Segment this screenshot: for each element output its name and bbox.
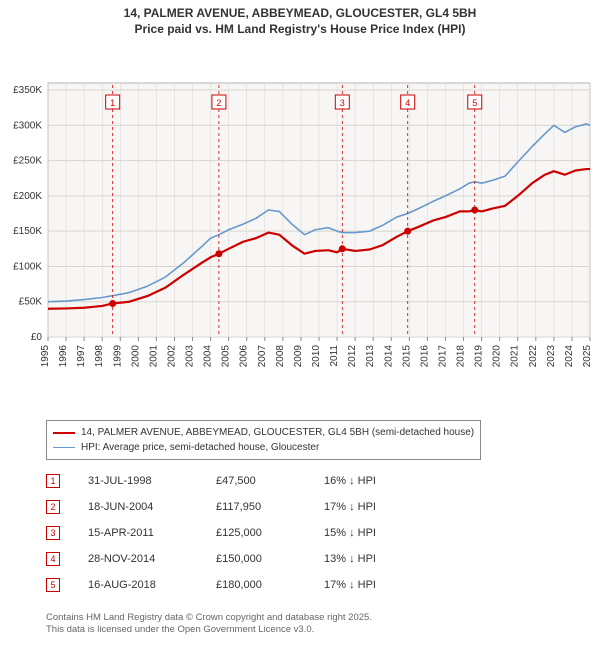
svg-text:2000: 2000 [130, 345, 141, 368]
svg-text:2021: 2021 [510, 345, 521, 368]
svg-text:4: 4 [405, 98, 410, 108]
svg-text:2005: 2005 [221, 345, 232, 368]
svg-text:2014: 2014 [383, 345, 394, 368]
svg-text:£200K: £200K [13, 191, 42, 202]
sale-date: 16-AUG-2018 [88, 579, 188, 591]
svg-text:2025: 2025 [582, 345, 593, 368]
footer-line1: Contains HM Land Registry data © Crown c… [46, 612, 372, 624]
legend-label: HPI: Average price, semi-detached house,… [81, 440, 319, 455]
sale-pct: 15% ↓ HPI [324, 527, 404, 539]
svg-text:2001: 2001 [148, 345, 159, 368]
sale-marker-num: 1 [46, 474, 60, 488]
sale-marker-num: 2 [46, 500, 60, 514]
svg-text:2013: 2013 [365, 345, 376, 368]
chart-area: £0 £50K £100K £150K £200K £250K £300K £350K 1995… [0, 37, 600, 407]
sale-marker-num: 3 [46, 526, 60, 540]
svg-text:2019: 2019 [474, 345, 485, 368]
svg-text:£250K: £250K [13, 156, 42, 167]
svg-text:2023: 2023 [546, 345, 557, 368]
svg-text:3: 3 [340, 98, 345, 108]
sale-price: £180,000 [216, 579, 296, 591]
svg-text:2004: 2004 [203, 345, 214, 368]
svg-text:2008: 2008 [275, 345, 286, 368]
svg-text:2018: 2018 [456, 345, 467, 368]
sale-row: 1 31-JUL-1998 £47,500 16% ↓ HPI [46, 468, 404, 494]
svg-text:2022: 2022 [528, 345, 539, 368]
svg-text:£350K: £350K [13, 85, 42, 96]
svg-text:2015: 2015 [401, 345, 412, 368]
sale-pct: 13% ↓ HPI [324, 553, 404, 565]
sale-marker-num: 4 [46, 552, 60, 566]
svg-text:2003: 2003 [185, 345, 196, 368]
svg-text:2020: 2020 [492, 345, 503, 368]
svg-text:2007: 2007 [257, 345, 268, 368]
legend-row: HPI: Average price, semi-detached house,… [53, 440, 474, 455]
sale-pct: 17% ↓ HPI [324, 579, 404, 591]
sale-date: 15-APR-2011 [88, 527, 188, 539]
svg-text:£0: £0 [31, 332, 43, 343]
svg-text:1996: 1996 [58, 345, 69, 368]
legend-row: 14, PALMER AVENUE, ABBEYMEAD, GLOUCESTER… [53, 425, 474, 440]
svg-text:1995: 1995 [40, 345, 51, 368]
svg-text:2: 2 [216, 98, 221, 108]
legend-swatch [53, 432, 75, 434]
sale-pct: 16% ↓ HPI [324, 475, 404, 487]
sale-pct: 17% ↓ HPI [324, 501, 404, 513]
sale-date: 31-JUL-1998 [88, 475, 188, 487]
title-line1: 14, PALMER AVENUE, ABBEYMEAD, GLOUCESTER… [0, 6, 600, 22]
sale-date: 28-NOV-2014 [88, 553, 188, 565]
sale-row: 3 15-APR-2011 £125,000 15% ↓ HPI [46, 520, 404, 546]
legend: 14, PALMER AVENUE, ABBEYMEAD, GLOUCESTER… [46, 420, 481, 460]
svg-text:£100K: £100K [13, 262, 42, 273]
svg-text:1997: 1997 [76, 345, 87, 368]
svg-text:2010: 2010 [311, 345, 322, 368]
sale-row: 5 16-AUG-2018 £180,000 17% ↓ HPI [46, 572, 404, 598]
sale-marker-num: 5 [46, 578, 60, 592]
svg-text:2017: 2017 [437, 345, 448, 368]
footer-line2: This data is licensed under the Open Gov… [46, 624, 372, 636]
chart-title: 14, PALMER AVENUE, ABBEYMEAD, GLOUCESTER… [0, 0, 600, 37]
title-line2: Price paid vs. HM Land Registry's House … [0, 22, 600, 38]
svg-text:2012: 2012 [347, 345, 358, 368]
svg-text:5: 5 [472, 98, 477, 108]
legend-label: 14, PALMER AVENUE, ABBEYMEAD, GLOUCESTER… [81, 425, 474, 440]
svg-text:2024: 2024 [564, 345, 575, 368]
sale-row: 2 18-JUN-2004 £117,950 17% ↓ HPI [46, 494, 404, 520]
legend-swatch [53, 447, 75, 448]
svg-text:2009: 2009 [293, 345, 304, 368]
sale-price: £117,950 [216, 501, 296, 513]
sale-price: £47,500 [216, 475, 296, 487]
svg-text:1999: 1999 [112, 345, 123, 368]
svg-text:2011: 2011 [329, 345, 340, 367]
sale-date: 18-JUN-2004 [88, 501, 188, 513]
svg-text:£50K: £50K [19, 297, 43, 308]
svg-text:2006: 2006 [239, 345, 250, 368]
svg-text:2002: 2002 [166, 345, 177, 368]
line-chart: £0 £50K £100K £150K £200K £250K £300K £350K 1995… [0, 37, 600, 407]
svg-text:1998: 1998 [94, 345, 105, 368]
svg-text:1: 1 [110, 98, 115, 108]
sale-price: £150,000 [216, 553, 296, 565]
footer-note: Contains HM Land Registry data © Crown c… [46, 612, 372, 637]
sale-row: 4 28-NOV-2014 £150,000 13% ↓ HPI [46, 546, 404, 572]
svg-text:£150K: £150K [13, 226, 42, 237]
svg-text:£300K: £300K [13, 121, 42, 132]
sales-table: 1 31-JUL-1998 £47,500 16% ↓ HPI 2 18-JUN-2004… [46, 468, 404, 598]
sale-price: £125,000 [216, 527, 296, 539]
svg-text:2016: 2016 [419, 345, 430, 368]
